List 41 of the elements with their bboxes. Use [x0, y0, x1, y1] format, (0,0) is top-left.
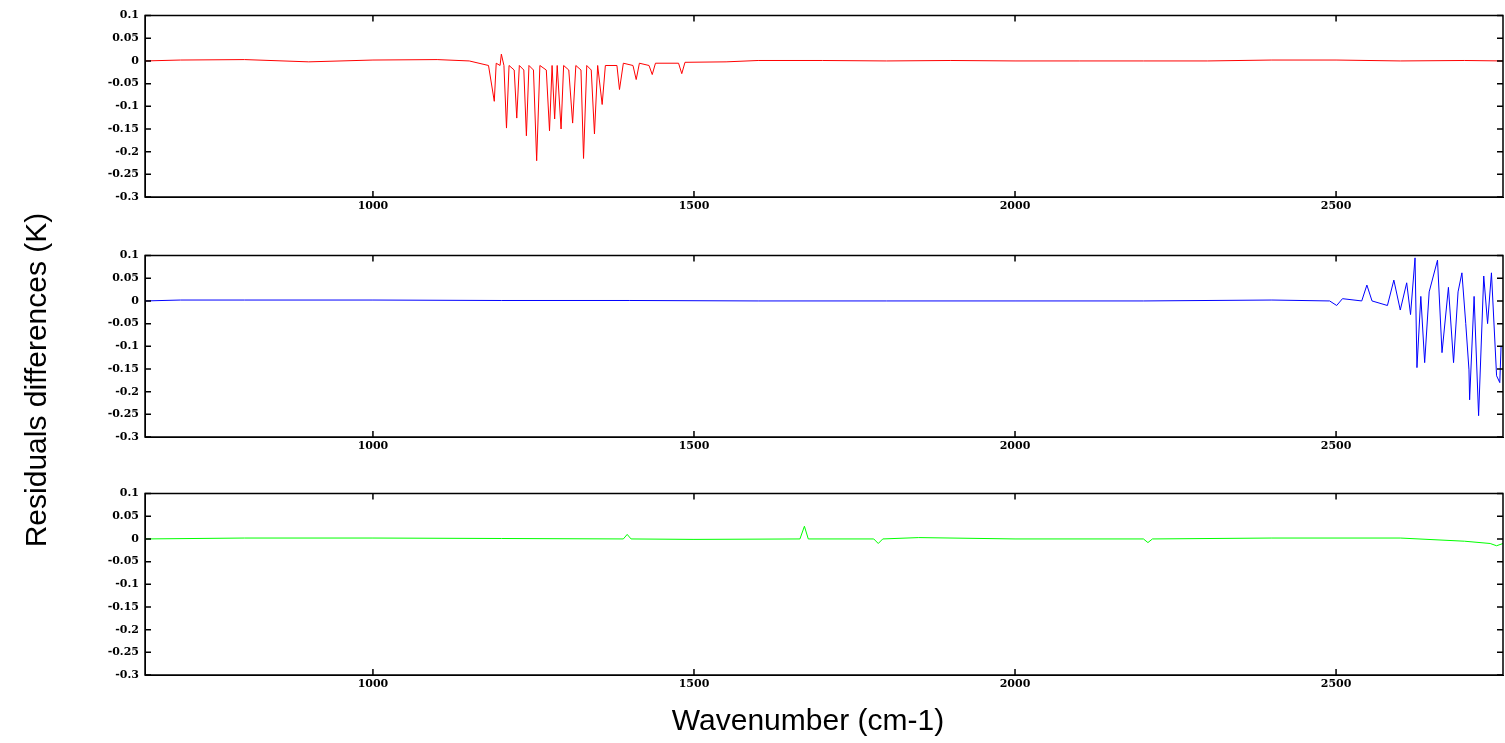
y-tick-label: -0.2: [115, 384, 139, 398]
y-tick-label: -0.2: [115, 144, 139, 158]
y-tick-label: -0.2: [115, 622, 139, 636]
y-tick-label: -0.1: [115, 577, 139, 591]
y-tick-label: -0.25: [107, 407, 139, 421]
x-tick-label: 2000: [999, 199, 1031, 213]
y-tick-label: -0.25: [107, 645, 139, 659]
x-tick-label: 2500: [1320, 439, 1352, 453]
y-tick-label: 0: [131, 53, 140, 67]
y-tick-label: 0.05: [112, 509, 139, 523]
y-tick-label: -0.15: [107, 361, 139, 375]
x-tick-label: 1500: [678, 199, 710, 213]
y-tick-label: -0.1: [115, 99, 139, 113]
y-tick-label: 0: [131, 531, 140, 545]
x-axis-title: Wavenumber (cm-1): [671, 703, 945, 737]
y-tick-label: -0.05: [107, 76, 139, 90]
y-tick-label: 0.1: [119, 248, 139, 262]
x-tick-label: 1000: [357, 199, 389, 213]
y-tick-label: -0.15: [107, 599, 139, 613]
x-tick-label: 2000: [999, 677, 1031, 691]
y-axis-title: Residuals differences (K): [19, 212, 53, 548]
y-tick-label: -0.3: [115, 189, 139, 203]
y-tick-label: -0.1: [115, 339, 139, 353]
y-tick-label: -0.05: [107, 554, 139, 568]
y-tick-label: -0.3: [115, 667, 139, 681]
y-tick-label: 0.05: [112, 31, 139, 45]
y-tick-label: 0: [131, 293, 140, 307]
x-tick-label: 1500: [678, 439, 710, 453]
x-tick-label: 2000: [999, 439, 1031, 453]
y-tick-label: -0.05: [107, 316, 139, 330]
y-tick-label: 0.1: [119, 8, 139, 22]
x-tick-label: 1500: [678, 677, 710, 691]
y-tick-label: 0.05: [112, 271, 139, 285]
x-tick-label: 1000: [357, 439, 389, 453]
y-tick-label: 0.1: [119, 486, 139, 500]
y-tick-label: -0.3: [115, 429, 139, 443]
x-tick-label: 1000: [357, 677, 389, 691]
y-tick-label: -0.15: [107, 121, 139, 135]
x-tick-label: 2500: [1320, 677, 1352, 691]
x-tick-label: 2500: [1320, 199, 1352, 213]
y-tick-label: -0.25: [107, 167, 139, 181]
